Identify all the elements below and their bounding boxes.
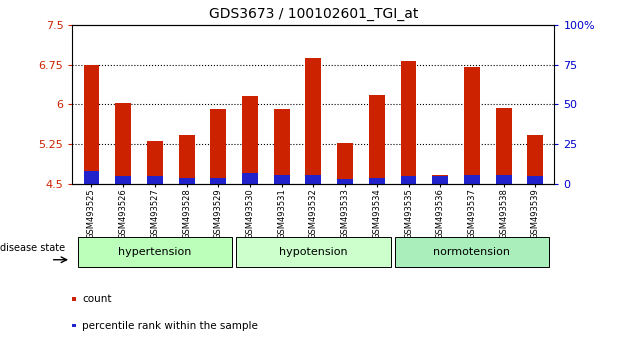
Bar xyxy=(496,175,512,184)
Text: normotension: normotension xyxy=(433,247,510,257)
Bar xyxy=(527,135,543,184)
Bar xyxy=(401,61,416,184)
Text: hypertension: hypertension xyxy=(118,247,192,257)
Bar xyxy=(84,171,100,184)
Bar xyxy=(115,176,131,184)
Text: hypotension: hypotension xyxy=(279,247,348,257)
Bar xyxy=(432,175,448,184)
Bar xyxy=(306,58,321,184)
Title: GDS3673 / 100102601_TGI_at: GDS3673 / 100102601_TGI_at xyxy=(209,7,418,21)
Bar xyxy=(147,176,163,184)
Text: disease state: disease state xyxy=(0,243,65,253)
Bar xyxy=(464,67,480,184)
Bar xyxy=(274,109,290,184)
Bar xyxy=(210,109,226,184)
Bar xyxy=(115,103,131,184)
Bar xyxy=(179,135,195,184)
Text: count: count xyxy=(83,294,112,304)
Text: percentile rank within the sample: percentile rank within the sample xyxy=(83,321,258,331)
Bar xyxy=(432,176,448,184)
Bar xyxy=(369,178,385,184)
Bar xyxy=(210,178,226,184)
Bar xyxy=(274,175,290,184)
Bar xyxy=(84,64,100,184)
Bar xyxy=(179,178,195,184)
Bar xyxy=(527,176,543,184)
Bar xyxy=(464,175,480,184)
Bar xyxy=(147,141,163,184)
Bar xyxy=(242,173,258,184)
Bar xyxy=(306,175,321,184)
Bar xyxy=(401,176,416,184)
Bar xyxy=(337,143,353,184)
Bar xyxy=(337,179,353,184)
Bar xyxy=(369,96,385,184)
Bar xyxy=(242,96,258,184)
Bar xyxy=(496,108,512,184)
